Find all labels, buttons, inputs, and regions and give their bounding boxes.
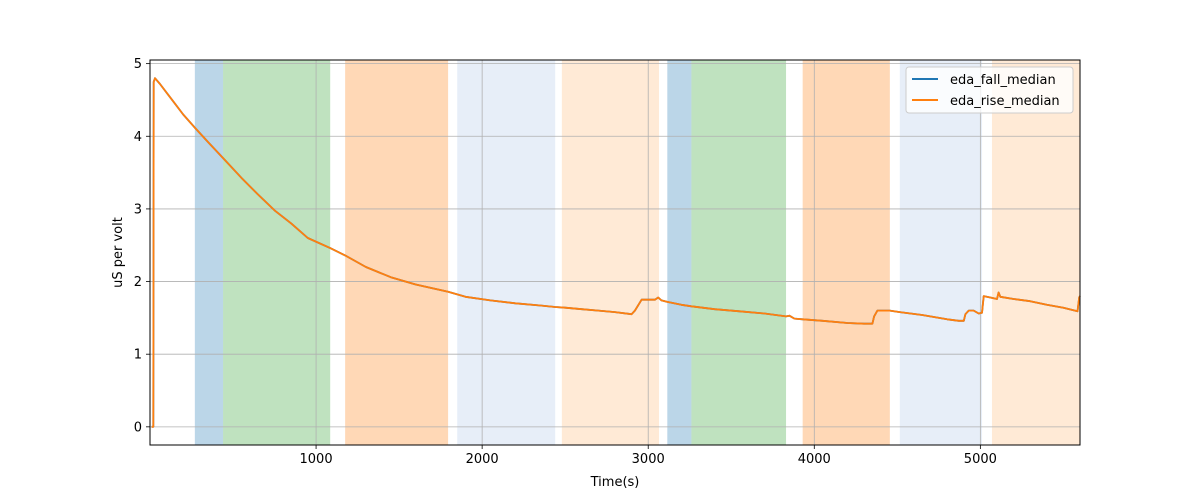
shaded-span-2: [345, 60, 449, 445]
x-tick-label-0: 1000: [300, 452, 333, 467]
x-tick-label-1: 2000: [466, 452, 499, 467]
y-tick-label-5: 5: [134, 57, 142, 72]
shaded-span-3: [457, 60, 556, 445]
x-tick-label-3: 4000: [798, 452, 831, 467]
grid: [150, 60, 1080, 445]
shaded-span-6: [691, 60, 787, 445]
x-axis-label: Time(s): [590, 475, 640, 490]
x-tick-label-4: 5000: [964, 452, 997, 467]
x-axis: 1000 2000 3000 4000 5000: [300, 445, 997, 467]
shaded-span-8: [899, 60, 983, 445]
legend-box: [905, 66, 1074, 114]
y-axis: 0 1 2 3 4 5: [134, 57, 150, 435]
y-tick-label-4: 4: [134, 130, 142, 145]
y-axis-label: uS per volt: [111, 217, 126, 288]
y-tick-label-0: 0: [134, 420, 142, 435]
legend: eda_fall_median eda_rise_median: [905, 66, 1074, 114]
y-tick-label-1: 1: [134, 348, 142, 363]
x-tick-label-2: 3000: [632, 452, 665, 467]
shaded-span-7: [802, 60, 890, 445]
shaded-span-1: [223, 60, 331, 445]
y-tick-label-2: 2: [134, 275, 142, 290]
legend-label-eda-fall-median: eda_fall_median: [950, 73, 1056, 88]
plot-frame: [149, 59, 1081, 446]
series-lines: [151, 77, 1081, 428]
shaded-span-0: [194, 60, 224, 445]
shaded-span-4: [561, 60, 660, 445]
series-line-eda-rise-median: [151, 77, 1081, 428]
shaded-span-5: [667, 60, 692, 445]
legend-label-eda-rise-median: eda_rise_median: [950, 94, 1060, 109]
y-tick-label-3: 3: [134, 202, 142, 217]
shaded-spans: [194, 60, 1080, 445]
shaded-span-9: [991, 60, 1080, 445]
